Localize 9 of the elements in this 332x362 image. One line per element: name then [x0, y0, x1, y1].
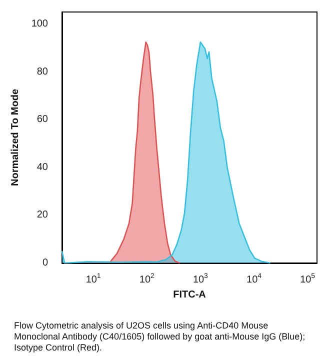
- x-axis-title: FITC-A: [173, 289, 206, 300]
- y-tick-label: 40: [36, 162, 48, 173]
- y-axis-title: Normalized To Mode: [10, 88, 21, 186]
- y-tick-label: 20: [36, 210, 48, 221]
- y-tick-label: 100: [31, 18, 48, 30]
- text: Flow Cytometric analysis of U2OS cells using Anti-CD40 Mouse Monoclonal Antibody (C40/1605) followed by goat anti-Mouse IgG (Blue); Isotype Control (Red).: [14, 320, 308, 352]
- y-tick-label: 0: [42, 258, 48, 268]
- y-tick-label: 80: [36, 66, 48, 78]
- y-tick-label: 60: [36, 114, 48, 126]
